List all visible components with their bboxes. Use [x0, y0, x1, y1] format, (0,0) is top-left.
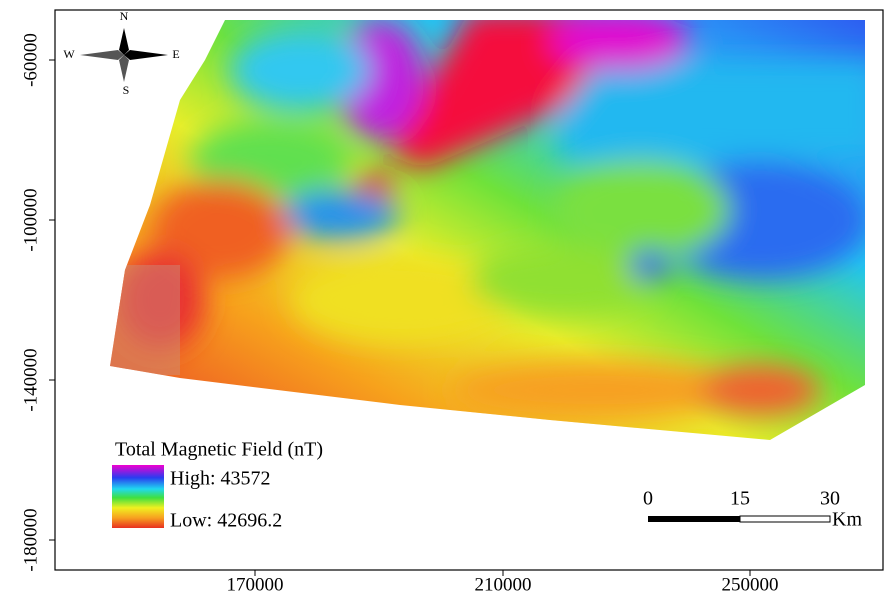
scale-label: 30 [820, 488, 840, 510]
scale-label: 15 [730, 488, 750, 510]
y-tick-label: -60000 [20, 33, 41, 87]
compass-west: W [63, 47, 75, 61]
map-figure: N S E W Total Magnetic Field (nT) High: … [0, 0, 885, 598]
y-tick-label: -180000 [20, 508, 41, 571]
legend-title: Total Magnetic Field (nT) [115, 439, 323, 461]
compass-east: E [172, 47, 179, 61]
compass: N S E W [63, 9, 179, 97]
compass-south: S [123, 83, 130, 97]
legend: Total Magnetic Field (nT) High: 43572 Lo… [112, 439, 323, 532]
scale-label: 0 [643, 488, 653, 510]
y-tick-label: -140000 [20, 348, 41, 411]
legend-colorbar [112, 465, 164, 528]
scale-unit: Km [832, 509, 862, 531]
x-tick-label: 170000 [227, 574, 284, 595]
x-tick-label: 210000 [475, 574, 532, 595]
x-tick-label: 250000 [722, 574, 779, 595]
compass-north: N [120, 9, 129, 23]
scale-bar: 0 15 30 Km [643, 488, 862, 531]
magnetic-field-raster [100, 10, 880, 450]
legend-low: Low: 42696.2 [170, 510, 282, 532]
legend-high: High: 43572 [170, 468, 271, 490]
y-tick-label: -100000 [20, 188, 41, 251]
